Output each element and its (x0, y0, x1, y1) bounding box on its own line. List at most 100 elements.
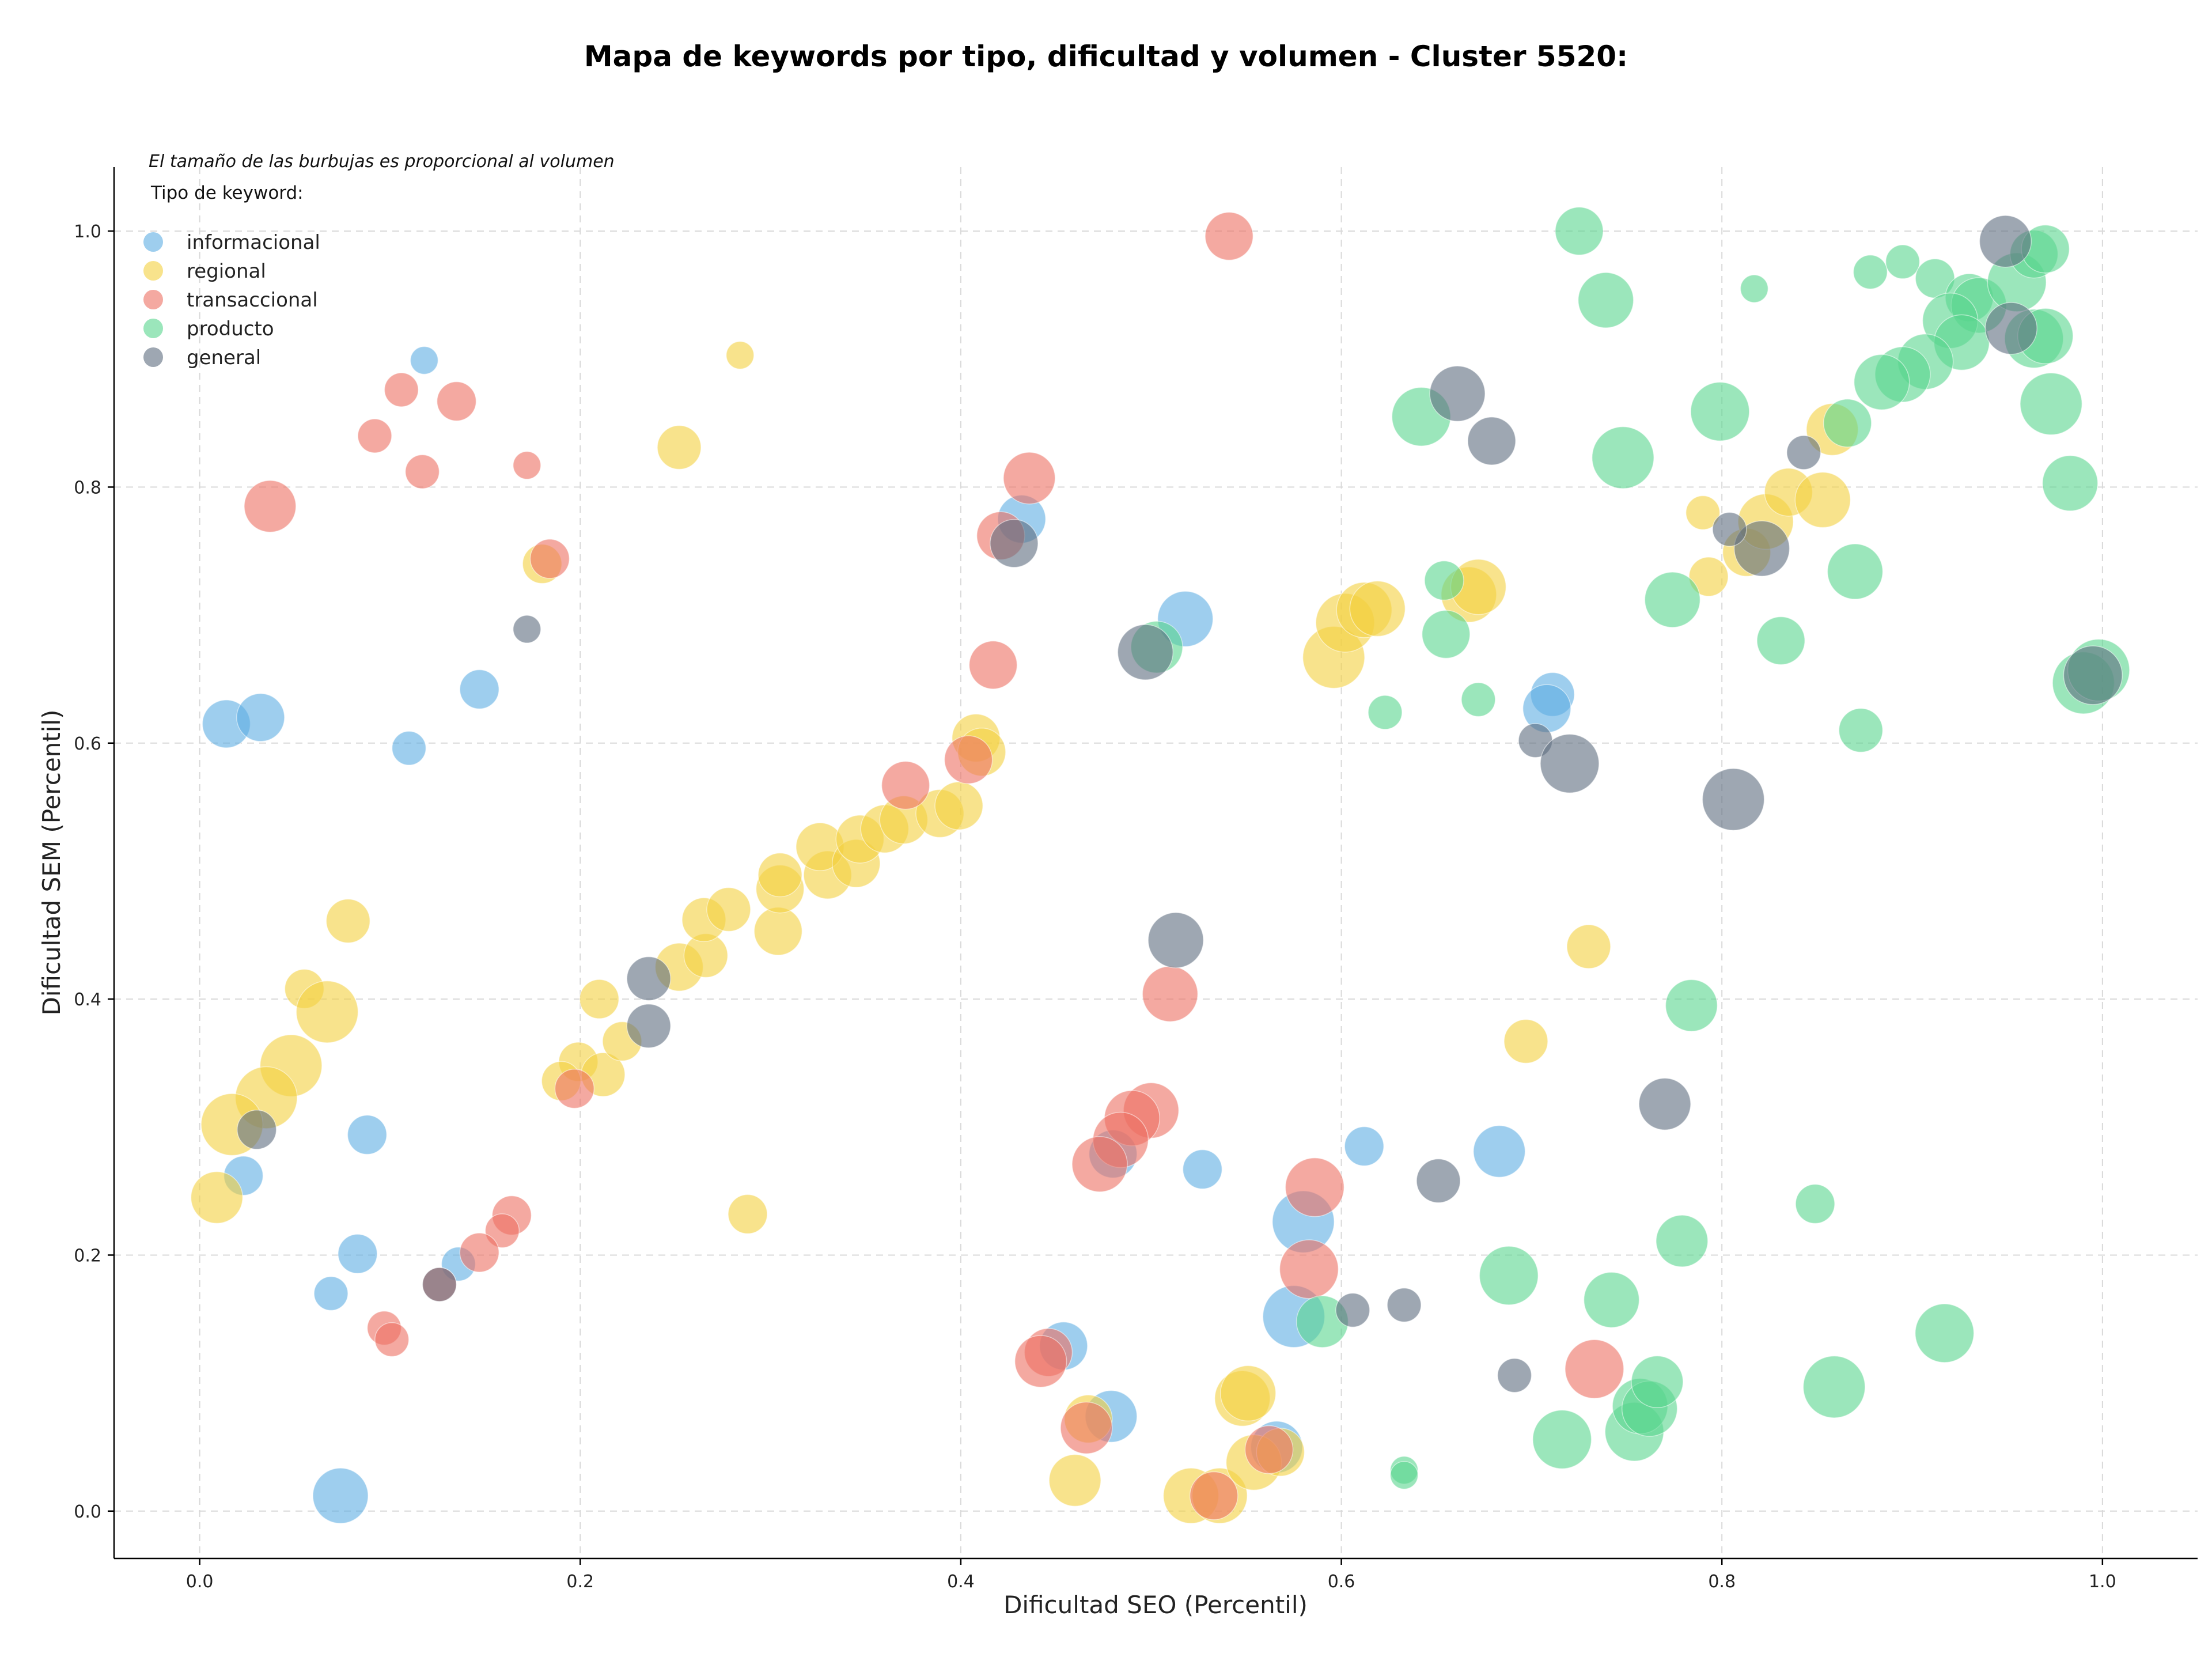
y-axis-label: Dificultad SEM (Percentil) (37, 710, 66, 1016)
bubble-transaccional (1565, 1339, 1624, 1399)
legend-label-general: general (187, 346, 261, 369)
bubble-producto (1424, 560, 1464, 601)
bubble-producto (1389, 1461, 1419, 1490)
bubble-producto (1555, 206, 1604, 256)
bubble-transaccional (1014, 1335, 1067, 1388)
bubble-transaccional (1279, 1239, 1339, 1299)
bubble-informacional (1344, 1126, 1384, 1167)
bubble-transaccional (1205, 211, 1253, 261)
bubble-producto (1592, 426, 1654, 489)
bubble-producto (1665, 979, 1718, 1032)
bubble-regional (728, 1194, 768, 1235)
y-tick-label: 0.6 (74, 734, 101, 754)
legend-marker-informacional (143, 232, 163, 252)
bubble-regional (1794, 471, 1851, 528)
bubble-producto (1740, 274, 1769, 303)
bubble-transaccional (374, 1322, 410, 1357)
bubble-general (1147, 912, 1204, 968)
bubble-transaccional (459, 1232, 499, 1273)
bubble-transaccional (968, 640, 1018, 690)
bubble-transaccional (1060, 1401, 1113, 1455)
bubble-transaccional (1142, 966, 1199, 1022)
bubble-general (1712, 512, 1747, 547)
bubble-general (1984, 302, 2037, 355)
bubble-producto (1823, 399, 1872, 448)
x-tick-label: 0.8 (1708, 1572, 1736, 1592)
legend-marker-transaccional (143, 290, 163, 309)
bubble-transaccional (881, 760, 930, 810)
bubble-general (513, 615, 541, 644)
legend-marker-producto (143, 319, 163, 338)
bubble-regional (190, 1171, 244, 1224)
bubble-regional (934, 781, 983, 830)
x-tick-label: 1.0 (2089, 1572, 2116, 1592)
bubble-informacional (410, 346, 439, 375)
bubble-general (1540, 733, 1600, 793)
y-tick-label: 1.0 (74, 222, 101, 242)
bubble-regional (296, 980, 359, 1043)
bubble-producto (1644, 572, 1701, 628)
bubble-producto (1479, 1246, 1539, 1306)
bubble-producto (1690, 381, 1750, 442)
bubble-general (1786, 435, 1821, 470)
bubble-transaccional (1071, 1136, 1128, 1193)
bubble-general (1979, 215, 2032, 268)
bubble-producto (1756, 616, 1805, 665)
bubble-producto (1368, 695, 1403, 730)
bubble-informacional (1473, 1125, 1526, 1178)
bubble-general (626, 1004, 671, 1049)
bubble-transaccional (1285, 1157, 1344, 1217)
bubble-producto (1577, 272, 1634, 328)
legend-label-informacional: informacional (187, 231, 320, 254)
x-ticks: 0.0 0.2 0.4 0.6 0.8 1.0 (186, 1558, 2116, 1592)
bubble-size-note: El tamaño de las burbujas es proporciona… (149, 152, 615, 172)
y-ticks: 0.0 0.2 0.4 0.6 0.8 1.0 (74, 222, 114, 1522)
x-tick-label: 0.2 (566, 1572, 594, 1592)
bubble-regional (1566, 924, 1611, 969)
bubble-transaccional (244, 480, 297, 533)
bubble-informacional (338, 1234, 378, 1274)
bubble-informacional (347, 1114, 388, 1155)
bubble-general (1387, 1287, 1422, 1323)
bubble-transaccional (436, 381, 477, 422)
bubble-general (422, 1267, 457, 1302)
axes (113, 167, 2198, 1560)
bubble-general (1702, 768, 1765, 831)
bubble-transaccional (529, 539, 570, 579)
bubble-regional (757, 852, 802, 898)
chart-title: Mapa de keywords por tipo, dificultad y … (584, 40, 1628, 73)
y-tick-label: 0.0 (74, 1502, 101, 1522)
bubble-informacional (313, 1276, 349, 1311)
bubble-transaccional (1189, 1471, 1238, 1520)
bubble-transaccional (404, 454, 440, 489)
bubble-producto (2041, 455, 2099, 512)
bubble-general (1117, 624, 1174, 680)
bubble-producto (1795, 1183, 1835, 1224)
bubble-producto (1656, 1214, 1709, 1267)
legend-title: Tipo de keyword: (150, 183, 304, 203)
bubble-informacional (312, 1467, 369, 1524)
bubble-regional (753, 907, 803, 956)
bubble-producto (1853, 354, 1910, 410)
bubble-informacional (1182, 1149, 1223, 1190)
bubble-producto (2020, 372, 2083, 436)
y-tick-label: 0.4 (74, 990, 101, 1010)
bubble-informacional (459, 669, 499, 710)
bubble-transaccional (1003, 452, 1056, 505)
bubble-general (1335, 1292, 1370, 1328)
bubble-transaccional (357, 418, 392, 453)
bubble-transaccional (944, 735, 993, 784)
bubble-informacional (236, 693, 285, 742)
legend-label-producto: producto (187, 317, 274, 340)
bubble-transaccional (1244, 1425, 1294, 1474)
bubble-regional (1688, 557, 1729, 597)
bubble-general (1429, 365, 1486, 422)
legend: Tipo de keyword: informacional regional tr… (143, 183, 320, 369)
bubble-general (1497, 1358, 1532, 1393)
bubble-general (1733, 520, 1790, 577)
bubble-general (626, 956, 671, 1001)
bubble-producto (1461, 682, 1496, 717)
bubble-transaccional (554, 1068, 595, 1109)
bubble-regional (706, 887, 751, 932)
